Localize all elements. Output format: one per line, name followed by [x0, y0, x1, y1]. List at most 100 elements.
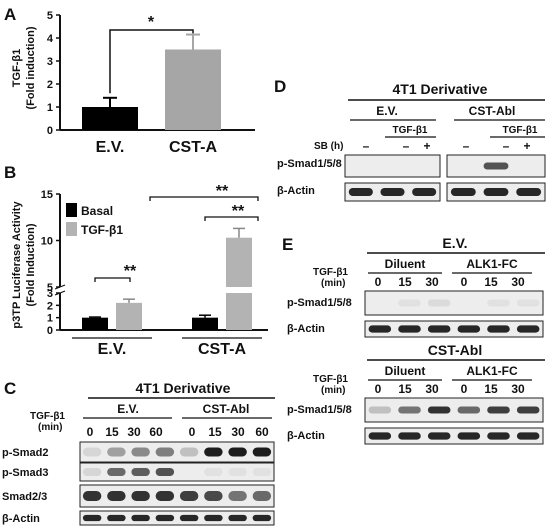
panel-b-ytick-label: 5	[47, 282, 53, 294]
panel-d-treatment-ev: TGF-β1	[393, 125, 428, 136]
blot-e-actin-ev-band	[398, 325, 421, 333]
blot-smad2-3-band	[155, 491, 175, 501]
blot-p-smad3	[79, 462, 275, 482]
panel-letter-e: E	[282, 235, 293, 254]
panel-e-title: CST-Abl	[428, 342, 482, 358]
panel-a-ytick-label: 1	[47, 102, 53, 114]
blot-d-psmad-cst	[446, 154, 546, 178]
panel-e-row-label: p-Smad1/5/8	[287, 404, 352, 416]
panel-a-ytick-label: 3	[47, 56, 53, 68]
panel-c-group-cst: CST-Abl	[203, 402, 250, 416]
blot-e-actin-cst-band	[368, 432, 392, 440]
panel-e-cond: ALK1-FC	[466, 364, 518, 378]
panel-e-treatment: TGF-β1	[313, 267, 348, 278]
panel-c-blots: p-Smad2 p-Smad3 Smad2/3 β-Actin	[2, 441, 275, 526]
blot-e-actin-cst-band	[487, 432, 510, 440]
panel-e-row-label: β-Actin	[287, 430, 325, 442]
panel-b-bar	[226, 293, 252, 330]
blot-c-actin-band	[155, 514, 175, 522]
blot-c-actin-band	[252, 514, 272, 522]
panel-b-ytick-label: 0	[47, 325, 53, 337]
panel-e-time-label: 30	[425, 382, 439, 396]
panel-c-treatment: TGF-β1	[30, 411, 65, 422]
panel-d-row-label: β-Actin	[277, 185, 315, 197]
panel-d-sb-label: SB (h)	[314, 141, 343, 152]
blot-e-psmad-ev-band	[487, 299, 510, 307]
blot-d-psmad-cst-band	[483, 162, 509, 170]
panel-c-title: 4T1 Derivative	[136, 380, 231, 396]
panel-b-ytick-label: 1	[47, 313, 53, 325]
blot-e-psmad-cst-band	[398, 406, 421, 414]
panel-b-ytick-label: 15	[41, 189, 53, 201]
panel-d-signs: – – + – – +	[363, 139, 531, 153]
panel-e-row-label: β-Actin	[287, 323, 325, 335]
panel-a-sig-bracket	[109, 29, 194, 94]
panel-e-time-label: 15	[484, 275, 498, 289]
panel-b-bar	[82, 317, 108, 330]
blot-p-smad2-band	[155, 447, 175, 457]
blot-p-smad3-band	[82, 467, 102, 477]
panel-b-sig-csta: **	[232, 203, 245, 220]
blot-p-smad3-band	[204, 467, 223, 477]
panel-c-time-label: 60	[149, 425, 163, 439]
blot-e-actin-cst-band	[516, 432, 540, 440]
blot-d-actin-cst-band	[450, 187, 476, 197]
blot-e-psmad-ev	[364, 290, 544, 316]
panel-c-row-label: p-Smad2	[2, 447, 48, 459]
blot-e-actin-cst-band	[398, 432, 421, 440]
panel-b: B p3TP Luciferase Activity (Fold Inducti…	[4, 163, 268, 358]
blot-e-actin-ev-band	[516, 325, 540, 333]
panel-letter-c: C	[4, 379, 16, 398]
panel-b-ylabel-line1: p3TP Luciferase Activity	[11, 201, 23, 329]
panel-letter-b: B	[4, 163, 16, 182]
panel-e-row-label: p-Smad1/5/8	[287, 297, 352, 309]
panel-e-time-label: 0	[461, 275, 468, 289]
blot-p-smad3-band	[228, 467, 247, 477]
blot-d-actin-cst-band	[516, 187, 542, 197]
blot-e-psmad-ev-band	[398, 299, 421, 307]
blot-e-actin-ev-band	[457, 325, 481, 333]
panel-d-row-label: p-Smad1/5/8	[277, 158, 342, 170]
blot-e-psmad-ev-band	[516, 299, 540, 307]
panel-a-bar	[82, 107, 138, 130]
blot-e-psmad-cst-frame	[364, 397, 544, 423]
panel-e-time-label: 15	[398, 275, 412, 289]
panel-d-sign: –	[363, 139, 370, 153]
blot-e-actin-cst	[364, 427, 544, 445]
panel-c-row-label: β-Actin	[2, 513, 40, 525]
blot-d-psmad-ev	[344, 154, 441, 178]
blot-e-actin-cst-band	[427, 432, 451, 440]
panel-c-time-unit: (min)	[38, 422, 62, 433]
panel-b-ytick-label: 2	[47, 300, 53, 312]
panel-b-ylabel-line2: (Fold Induction)	[25, 223, 37, 306]
panel-d-sign: –	[463, 139, 470, 153]
blot-d-actin-ev-band	[348, 187, 373, 197]
blot-p-smad2-frame	[79, 441, 275, 463]
panel-d: D 4T1 Derivative E.V. CST-Abl TGF-β1 TGF…	[274, 77, 546, 202]
blot-p-smad2-band	[252, 447, 272, 457]
blot-smad2-3-frame	[79, 484, 275, 508]
panel-e-title: E.V.	[442, 235, 467, 251]
panel-e-time-label: 15	[398, 382, 412, 396]
blot-p-smad3-band	[252, 467, 272, 477]
panel-c: C 4T1 Derivative E.V. CST-Abl TGF-β1 (mi…	[2, 379, 275, 526]
panel-letter-a: A	[4, 5, 16, 24]
blot-p-smad2-band	[82, 447, 102, 457]
blot-e-actin-ev-band	[368, 325, 392, 333]
panel-e-time-label: 30	[511, 382, 525, 396]
panel-c-time-label: 0	[189, 425, 196, 439]
blot-d-actin-cst-band	[483, 187, 509, 197]
blot-smad2-3-band	[252, 491, 272, 501]
blot-c-actin	[79, 510, 275, 526]
panel-d-group-ev: E.V.	[376, 104, 398, 118]
blot-e-psmad-cst-band	[487, 406, 510, 414]
blot-p-smad2-band	[179, 447, 199, 457]
panel-e-treatment: TGF-β1	[313, 374, 348, 385]
panel-b-sig-bracket	[204, 216, 259, 221]
panel-b-bar	[226, 237, 252, 287]
panel-c-time-label: 15	[105, 425, 119, 439]
panel-d-group-cst: CST-Abl	[469, 104, 516, 118]
legend-swatch-basal	[66, 203, 77, 217]
